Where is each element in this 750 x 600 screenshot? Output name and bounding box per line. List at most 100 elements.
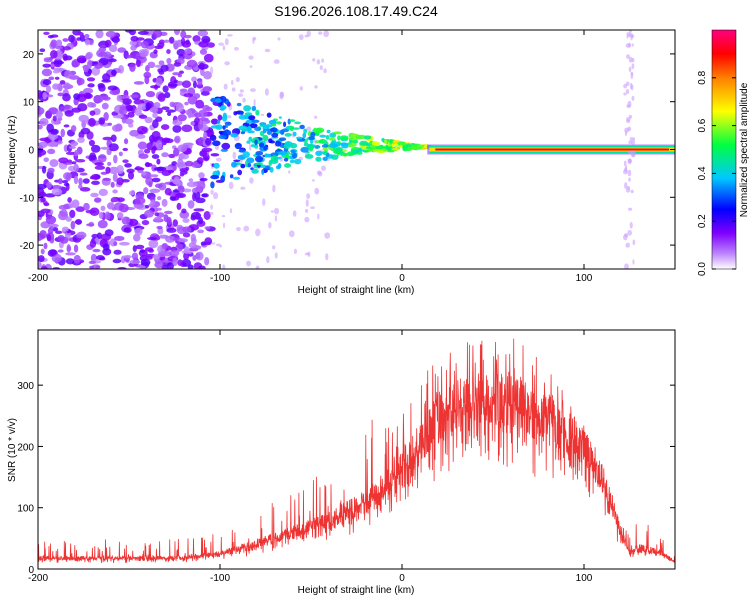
spectrogram-cell bbox=[54, 76, 60, 80]
spectrogram-cell bbox=[627, 207, 633, 211]
spectrogram-cell bbox=[234, 142, 242, 150]
spectrogram-cell bbox=[73, 93, 81, 100]
spectrogram-cell bbox=[261, 168, 265, 176]
spectrogram-cell bbox=[298, 34, 304, 41]
spectrogram-cell bbox=[38, 191, 47, 198]
spectrogram-cell bbox=[631, 153, 636, 158]
spectrogram-cell bbox=[183, 93, 194, 98]
spectrogram-cell bbox=[145, 205, 150, 209]
spectrogram-cell bbox=[184, 160, 194, 167]
spectrogram-cell bbox=[210, 97, 217, 103]
spectrogram-cell bbox=[89, 265, 94, 269]
spectrogram-cell bbox=[402, 144, 409, 150]
spectrogram-cell bbox=[255, 228, 261, 237]
spectrogram-cell bbox=[67, 165, 75, 172]
spectrogram-cell bbox=[227, 34, 233, 37]
spectrogram-cell bbox=[182, 218, 190, 223]
spectrogram-cell bbox=[325, 134, 330, 140]
spectrogram-cell bbox=[283, 121, 287, 128]
spectrogram-cell bbox=[318, 31, 323, 35]
spectrogram-cell bbox=[77, 137, 85, 143]
spectrogram-cell bbox=[44, 193, 56, 198]
spectrogram-cell bbox=[140, 258, 151, 267]
spectrogram-cell bbox=[144, 116, 153, 124]
spectrogram-cell bbox=[82, 64, 89, 73]
spectrogram-cell bbox=[156, 225, 163, 230]
spectrogram-cell bbox=[98, 211, 104, 219]
spectrogram-cell bbox=[70, 125, 77, 133]
snr-ylabel: SNR (10 * v/v) bbox=[7, 418, 18, 482]
spectrogram-cell bbox=[311, 179, 315, 182]
spectrogram-cell bbox=[38, 183, 47, 190]
spectrogram-cell bbox=[628, 66, 632, 73]
y-tick-label: 0 bbox=[28, 146, 34, 157]
spectrogram-cell bbox=[66, 244, 71, 253]
spectrogram-cell bbox=[268, 221, 272, 229]
spectrogram-cell bbox=[351, 146, 360, 150]
spectrogram-cell bbox=[199, 48, 208, 55]
spectrogram-cell bbox=[38, 141, 48, 148]
spectrogram-cell bbox=[178, 185, 185, 193]
spectrogram-cell bbox=[273, 59, 280, 64]
spectrogram-cell bbox=[82, 178, 90, 184]
spectrogram-cell bbox=[158, 60, 165, 66]
spectrogram-cell bbox=[622, 234, 628, 241]
spectrogram-cell bbox=[161, 242, 168, 250]
spectrogram-cell bbox=[221, 215, 226, 218]
spectrogram-cell bbox=[177, 114, 187, 122]
spectrogram-cell bbox=[129, 40, 137, 46]
spectrogram-cell bbox=[363, 135, 372, 140]
spectrogram-cell bbox=[153, 216, 163, 222]
spectrogram-cell bbox=[68, 202, 75, 209]
spectrogram-cell bbox=[212, 192, 219, 200]
spectrogram-cell bbox=[625, 242, 630, 248]
spectrogram-cell bbox=[178, 238, 189, 243]
spectrogram-cell bbox=[57, 249, 64, 253]
spectrogram-cell bbox=[168, 83, 178, 87]
spectrogram-cell bbox=[112, 173, 118, 182]
spectrogram-cell bbox=[220, 175, 226, 183]
spectrogram-cell bbox=[70, 220, 76, 230]
spectrogram-cell bbox=[124, 118, 134, 125]
spectrogram-cell bbox=[221, 115, 228, 122]
spectrogram-cell bbox=[93, 197, 102, 203]
spectrogram-cell bbox=[270, 127, 278, 133]
spectrogram-cell bbox=[86, 77, 96, 82]
spectrogram-cell bbox=[210, 118, 219, 125]
spectrogram-cell bbox=[183, 252, 190, 260]
spectrogram-cell bbox=[148, 239, 159, 249]
spectrogram-cell bbox=[289, 119, 296, 122]
spectrogram-cell bbox=[199, 150, 208, 157]
spectrogram-cell bbox=[181, 124, 193, 133]
spectrogram-cell bbox=[152, 30, 163, 38]
spectrogram-cell bbox=[242, 151, 250, 159]
spectrogram-cell bbox=[337, 135, 341, 141]
spectrogram-cell bbox=[127, 171, 135, 180]
snr-series-line bbox=[38, 338, 675, 564]
spectrogram-cell bbox=[352, 139, 359, 144]
y-tick-label: 20 bbox=[23, 50, 35, 61]
spectrogram-cell bbox=[276, 121, 282, 125]
spectrogram-cell bbox=[110, 134, 117, 143]
spectrogram-cell bbox=[244, 112, 253, 116]
spectrogram-cell bbox=[71, 161, 77, 165]
spectrogram-cell bbox=[108, 44, 118, 53]
spectrogram-cell bbox=[356, 151, 363, 155]
spectrogram-cell bbox=[248, 55, 254, 60]
spectrogram-cell bbox=[154, 212, 160, 217]
spectrogram-cell bbox=[264, 88, 269, 96]
spectrogram-cell bbox=[123, 255, 132, 259]
spectrogram-cell bbox=[52, 115, 57, 122]
spectrogram-cell bbox=[250, 88, 256, 93]
spectrogram-cell bbox=[49, 142, 58, 147]
spectrogram-cell bbox=[299, 124, 305, 130]
spectrogram-cell bbox=[183, 246, 190, 254]
spectrogram-cell bbox=[278, 150, 287, 156]
spectrogram-cell bbox=[134, 167, 145, 171]
spectrogram-cell bbox=[163, 39, 170, 43]
spectrogram-cell bbox=[289, 159, 295, 164]
spectrogram-cell bbox=[222, 45, 226, 51]
spectrogram-cell bbox=[266, 130, 273, 135]
spectrogram-cell bbox=[628, 177, 631, 182]
spectrogram-cell bbox=[220, 105, 227, 110]
